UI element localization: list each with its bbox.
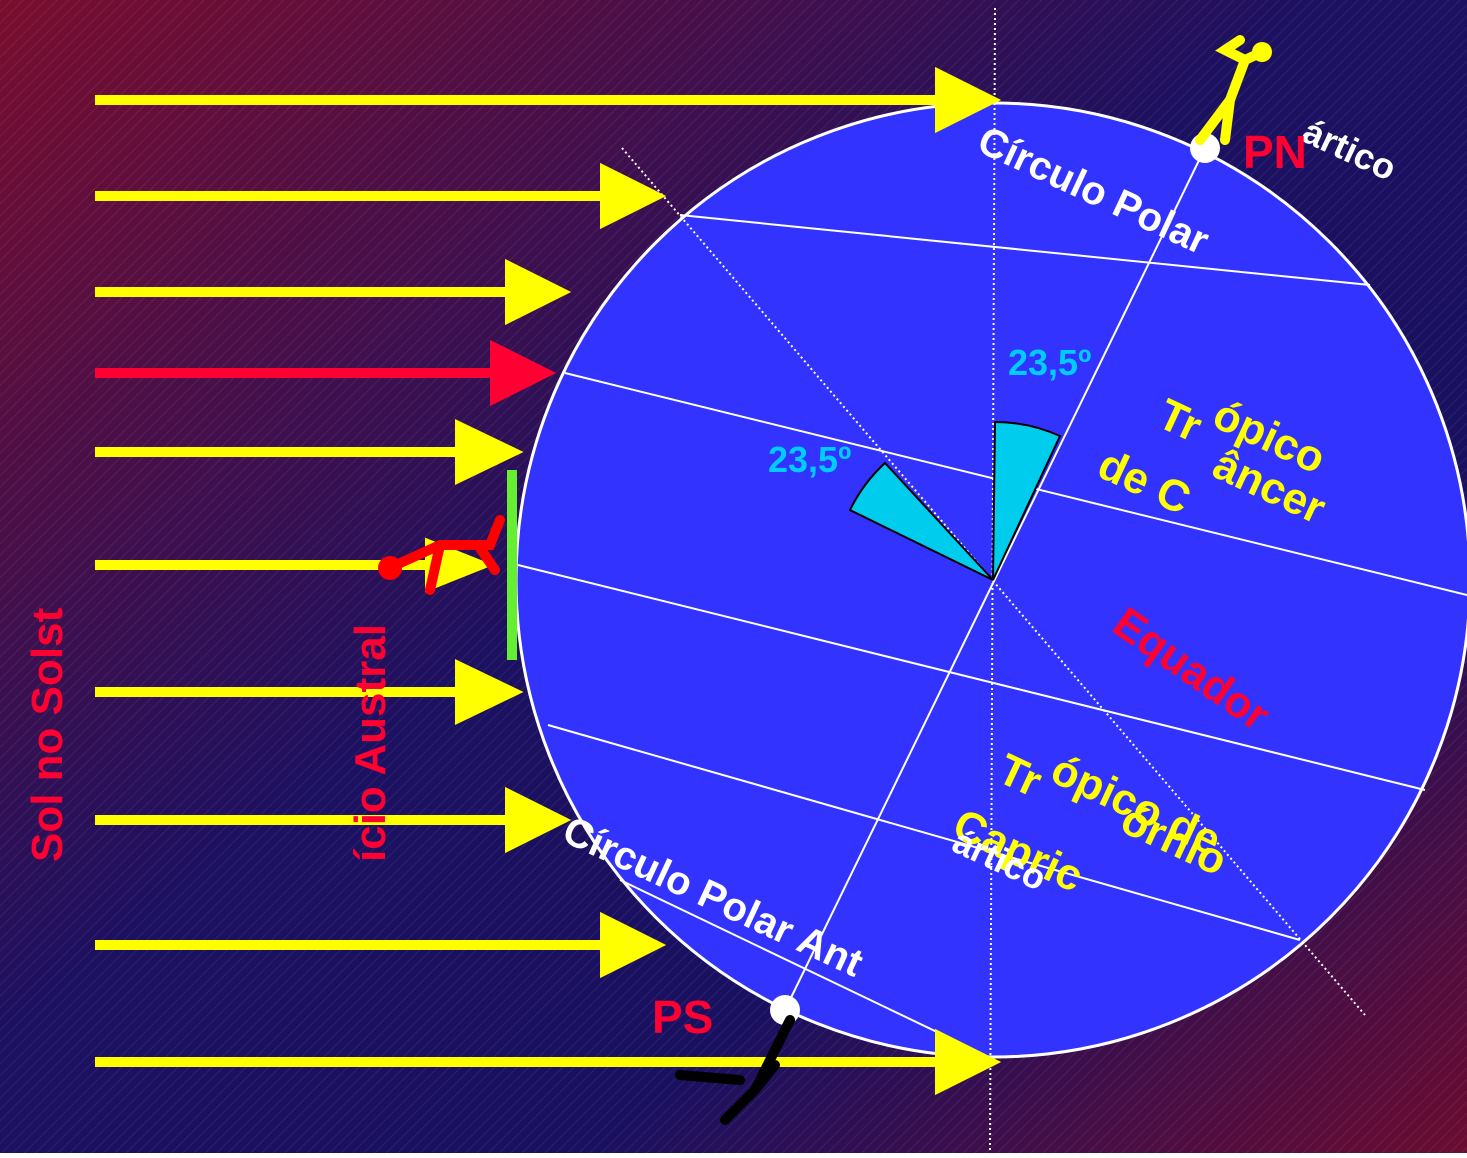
vertical-dotted [989,7,996,1154]
tilted-dotted [621,147,1366,1016]
title-label: Sol no Solst [23,607,72,862]
equator-line [517,564,1426,791]
angle-wedge [992,420,1062,581]
arctic-line [679,214,1371,286]
south-pole-label: PS [652,991,713,1043]
title-label: ício Austral [346,624,395,862]
figures [378,35,1272,1125]
sun-rays [95,66,1002,1096]
green-bar [507,470,517,660]
angle-label: 23,5º [768,439,851,480]
axis-line [784,147,1206,1011]
capricorn-line [547,724,1301,941]
antarctic-line [619,879,986,1056]
north-pole-label: PN [1243,126,1307,178]
angle-wedge [848,461,994,581]
earth [514,7,1467,1154]
angle-label: 23,5º [1008,342,1091,383]
